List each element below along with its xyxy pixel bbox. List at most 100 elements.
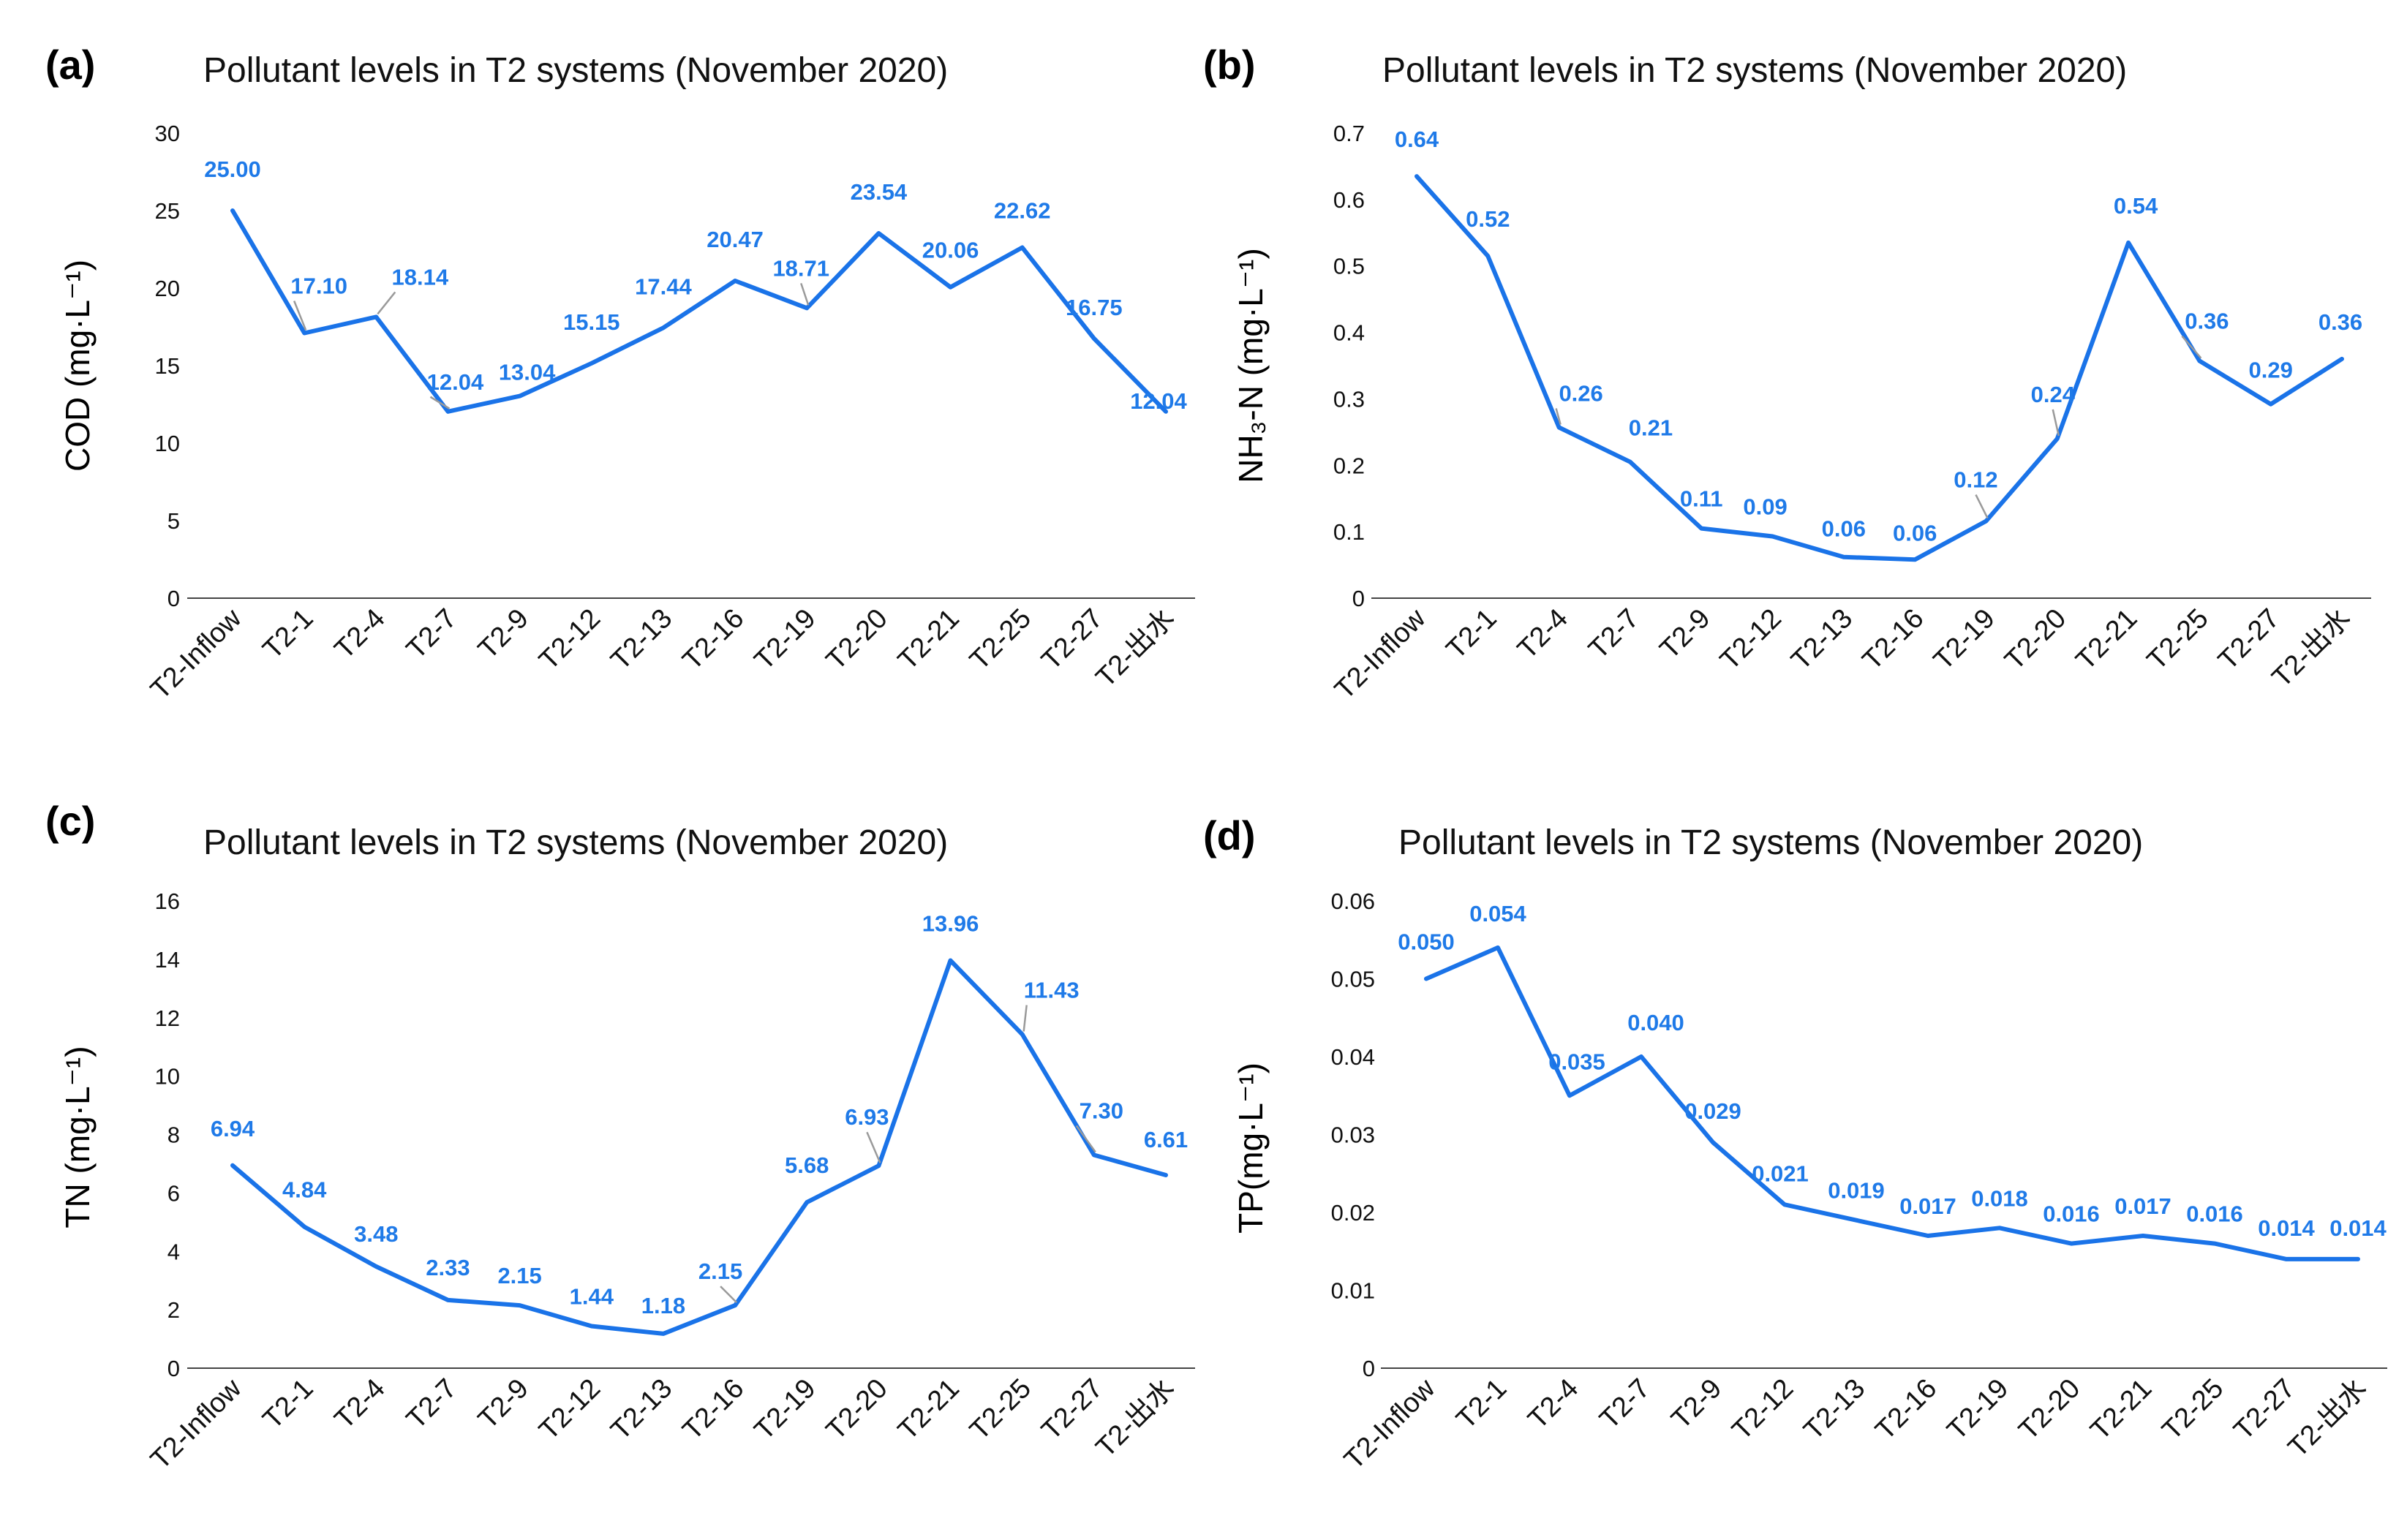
panel-c-leader-line (1075, 1125, 1096, 1153)
panel-c-x-tick-label: T2-16 (677, 1373, 750, 1446)
panel-c-x-tick-label: T2-7 (401, 1373, 463, 1435)
panel-a-y-tick-label: 25 (155, 198, 180, 224)
panel-b-data-label: 0.21 (1629, 415, 1673, 441)
panel-b-y-tick-label: 0.1 (1333, 519, 1365, 545)
panel-b-data-label: 0.29 (2249, 358, 2293, 383)
panel-b-data-label: 0.26 (1559, 380, 1602, 406)
panel-c-y-tick-label: 8 (167, 1122, 180, 1148)
panel-c-data-label: 2.15 (497, 1263, 541, 1288)
panel-c-data-label: 6.94 (211, 1116, 255, 1141)
panel-c-y-tick-label: 2 (167, 1297, 180, 1323)
panel-b-data-label: 0.52 (1466, 206, 1510, 232)
panel-b-leader-line (1555, 408, 1562, 425)
panel-d-x-tick-label: T2-1 (1450, 1373, 1513, 1435)
panel-d-x-tick-label: T2-20 (2013, 1373, 2086, 1446)
panel-d-data-label: 0.035 (1548, 1049, 1605, 1074)
panel-a-x-tick-label: T2-16 (677, 603, 750, 676)
panel-c-x-tick-label: T2-12 (533, 1373, 606, 1446)
panel-b-x-tick-label: T2-1 (1441, 603, 1503, 665)
panel-d-y-tick-label: 0.06 (1331, 888, 1375, 914)
panel-a-x-tick-label: T2-12 (533, 603, 606, 676)
panel-c-y-axis-label: TN (mg·L⁻¹) (59, 1046, 97, 1228)
panel-d-data-label: 0.017 (1899, 1193, 1956, 1219)
panel-d-x-tick-label: T2-13 (1798, 1373, 1871, 1446)
panel-a-y-tick-label: 15 (155, 353, 180, 379)
panel-d-y-axis-label: TP(mg·L⁻¹) (1232, 1062, 1270, 1234)
panel-d-title: Pollutant levels in T2 systems (November… (1398, 823, 2143, 862)
panel-b-x-tick-label: T2-20 (1999, 603, 2072, 676)
panel-a-leader-line (800, 282, 810, 306)
panel-d-x-tick-label: T2-4 (1522, 1373, 1584, 1435)
panel-c-x-tick-label: T2-Inflow (145, 1373, 248, 1476)
panel-a-x-tick-label: T2-4 (329, 603, 391, 665)
panel-c: (c) Pollutant levels in T2 systems (Nove… (45, 798, 1195, 1476)
panel-c-label: (c) (45, 798, 95, 844)
panel-c-x-tick-label: T2-13 (605, 1373, 678, 1446)
panel-c-x-tick-label: T2-25 (964, 1373, 1037, 1446)
panel-a-y-axis-label: COD (mg·L⁻¹) (59, 260, 97, 472)
panel-a-x-tick-label: T2-13 (605, 603, 678, 676)
panel-c-data-label: 4.84 (282, 1177, 327, 1203)
panel-b-x-tick-label: T2-9 (1654, 603, 1717, 665)
panel-d-y-tick-label: 0 (1363, 1356, 1375, 1381)
panel-b-x-tick-label: T2-4 (1512, 603, 1574, 665)
panel-c-leader-line (720, 1286, 737, 1304)
panel-d-x-tick-label: T2-9 (1665, 1373, 1728, 1435)
panel-b-leader-line (2052, 409, 2060, 437)
panel-b-label: (b) (1203, 42, 1256, 88)
panel-a-x-tick-label: T2-7 (401, 603, 463, 665)
panel-b-data-label: 0.64 (1395, 127, 1439, 152)
panel-d-y-tick-label: 0.03 (1331, 1122, 1375, 1148)
panel-c-data-label: 1.18 (641, 1293, 685, 1318)
panel-a-data-label: 12.04 (427, 369, 484, 395)
panel-d-x-tick-label: T2-12 (1726, 1373, 1799, 1446)
panel-c-x-tick-label: T2-出水 (1091, 1373, 1181, 1464)
panel-a-data-label: 17.10 (290, 273, 347, 298)
panel-d-data-label: 0.016 (2186, 1201, 2243, 1227)
panel-c-data-label: 5.68 (785, 1152, 829, 1178)
panel-a-data-label: 20.47 (707, 227, 764, 252)
panel-a-title: Pollutant levels in T2 systems (November… (203, 51, 948, 90)
panel-a-data-label: 23.54 (851, 179, 908, 205)
panel-a-leader-line (429, 396, 451, 409)
panel-d-y-tick-label: 0.01 (1331, 1278, 1375, 1304)
panel-a-y-tick-label: 5 (167, 508, 180, 534)
panel-d-data-label: 0.021 (1752, 1160, 1809, 1186)
panel-a-data-label: 22.62 (994, 197, 1051, 223)
panel-b-data-label: 0.06 (1893, 520, 1937, 546)
panel-a-x-tick-label: T2-出水 (1091, 603, 1181, 694)
panel-b-data-label: 0.11 (1680, 486, 1723, 512)
panel-d-x-tick-label: T2-16 (1869, 1373, 1943, 1446)
panel-c-x-tick-label: T2-9 (472, 1373, 535, 1435)
panel-b-data-label: 0.09 (1743, 494, 1787, 520)
panel-c-y-tick-label: 6 (167, 1180, 180, 1206)
panel-b-y-tick-label: 0.7 (1333, 121, 1365, 146)
panel-d-data-label: 0.018 (1971, 1185, 2028, 1211)
panel-a-data-label: 17.44 (635, 273, 692, 299)
panel-b-x-tick-label: T2-出水 (2267, 603, 2357, 694)
panel-a-data-label: 18.71 (772, 255, 829, 281)
panel-d-x-tick-label: T2-19 (1941, 1373, 2014, 1446)
panel-d-y-tick-label: 0.02 (1331, 1200, 1375, 1226)
panel-b-x-tick-label: T2-25 (2142, 603, 2215, 676)
panel-c-data-label: 6.61 (1144, 1127, 1188, 1152)
panel-b-data-label: 0.54 (2114, 193, 2158, 219)
panel-a-data-label: 18.14 (392, 264, 449, 290)
panel-b-x-tick-label: T2-16 (1857, 603, 1930, 676)
panel-d-label: (d) (1203, 812, 1256, 858)
panel-d: (d) Pollutant levels in T2 systems (Nove… (1203, 812, 2387, 1476)
panel-d-y-tick-label: 0.05 (1331, 967, 1375, 992)
panel-c-series-line (230, 958, 1168, 1336)
panel-b-title: Pollutant levels in T2 systems (November… (1382, 51, 2127, 90)
panel-c-x-tick-label: T2-4 (329, 1373, 391, 1435)
panel-a-data-label: 15.15 (563, 309, 620, 335)
panel-d-data-label: 0.014 (2329, 1215, 2387, 1241)
panel-c-y-tick-label: 10 (155, 1064, 180, 1090)
panel-b-data-label: 0.24 (2031, 382, 2076, 407)
panel-a-leader-line (293, 301, 307, 331)
panel-d-x-tick-label: T2-25 (2156, 1373, 2229, 1446)
panel-a-series-line (230, 208, 1168, 414)
panel-b-x-tick-label: T2-13 (1785, 603, 1858, 676)
panel-b-y-axis-label: NH₃-N (mg·L⁻¹) (1232, 248, 1270, 483)
